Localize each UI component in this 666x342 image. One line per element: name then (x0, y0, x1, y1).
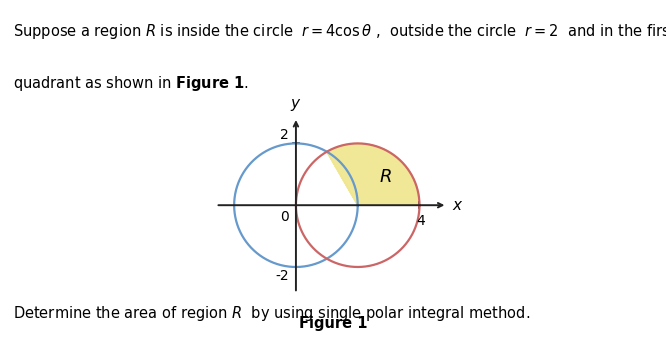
Text: quadrant as shown in $\mathbf{Figure\ 1}$.: quadrant as shown in $\mathbf{Figure\ 1}… (13, 74, 248, 93)
Text: $R$: $R$ (379, 168, 392, 186)
Text: 4: 4 (417, 214, 426, 228)
Text: $y$: $y$ (290, 97, 302, 113)
Text: 2: 2 (280, 128, 289, 142)
Text: -2: -2 (276, 268, 289, 282)
Text: Determine the area of region $R$  by using single polar integral method.: Determine the area of region $R$ by usin… (13, 304, 530, 323)
Text: Figure 1: Figure 1 (299, 316, 367, 331)
Text: Suppose a region $R$ is inside the circle  $r=4\cos\theta$ ,  outside the circle: Suppose a region $R$ is inside the circl… (13, 22, 666, 41)
Text: 0: 0 (280, 210, 289, 224)
Text: $x$: $x$ (452, 198, 464, 213)
Polygon shape (327, 143, 420, 205)
